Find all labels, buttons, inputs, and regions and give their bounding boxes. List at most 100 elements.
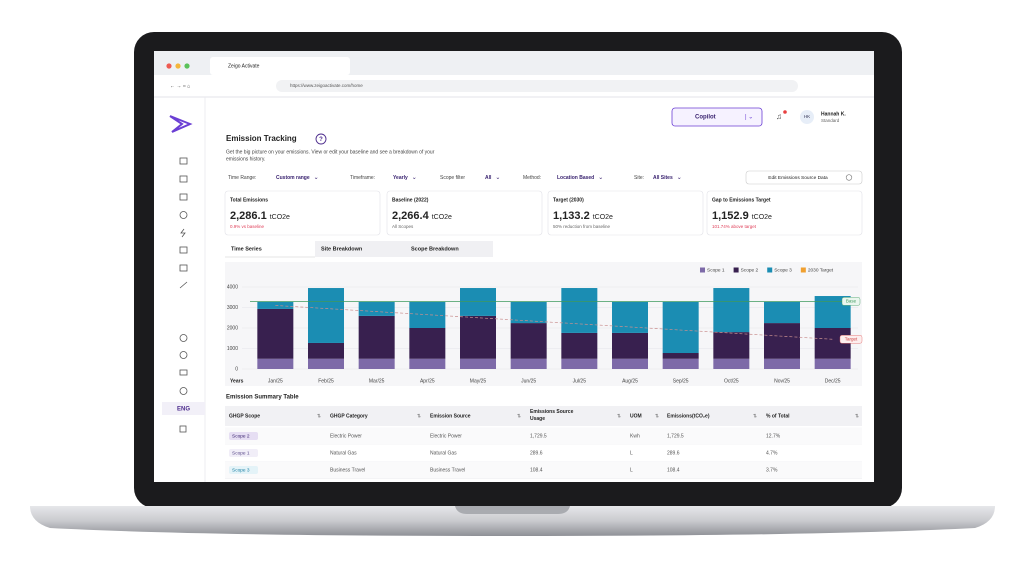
legend-swatch bbox=[767, 267, 773, 273]
bar-segment bbox=[308, 358, 344, 369]
y-tick-label: 0 bbox=[235, 366, 238, 372]
scope-chip bbox=[229, 432, 258, 440]
avatar[interactable] bbox=[800, 110, 814, 124]
column-header[interactable]: Emissions(tCO₂e) bbox=[667, 413, 710, 419]
window-min[interactable] bbox=[175, 63, 181, 69]
kpi-unit: tCO2e bbox=[752, 214, 772, 221]
help-icon[interactable] bbox=[315, 133, 327, 145]
bell-icon[interactable]: ♫ bbox=[776, 112, 782, 121]
bar-segment bbox=[662, 301, 699, 354]
kpi-note: 50% reduction from baseline bbox=[553, 224, 611, 229]
table-cell: Natural Gas bbox=[330, 450, 357, 456]
filter-value[interactable]: All Sites bbox=[653, 175, 673, 181]
table-cell: Business Travel bbox=[330, 467, 365, 473]
column-header[interactable]: GHGP Category bbox=[330, 413, 368, 419]
x-tick-label: Jan/25 bbox=[268, 378, 283, 384]
y-tick-label: 4000 bbox=[227, 284, 238, 290]
bar-segment bbox=[460, 315, 496, 359]
logo[interactable] bbox=[169, 115, 193, 133]
nav-icons[interactable]: ← → ○ ⌂ bbox=[170, 83, 190, 89]
sort-icon[interactable]: ⇅ bbox=[417, 413, 421, 419]
sort-icon[interactable]: ⇅ bbox=[617, 413, 621, 419]
x-tick-label: Nov/25 bbox=[774, 378, 790, 384]
tab[interactable]: Scope Breakdown bbox=[411, 246, 459, 252]
bar-segment bbox=[460, 288, 496, 316]
bar-segment bbox=[308, 288, 344, 343]
bar-segment bbox=[713, 358, 750, 369]
bell-dot bbox=[783, 110, 787, 114]
filter-label: Scope filter bbox=[440, 175, 465, 181]
tab[interactable]: Site Breakdown bbox=[321, 246, 363, 252]
kpi-value: 2,266.4 bbox=[392, 210, 430, 222]
column-header[interactable]: % of Total bbox=[766, 413, 790, 419]
bar-segment bbox=[358, 301, 395, 316]
column-header[interactable]: Emission Source bbox=[430, 413, 471, 419]
copilot-button[interactable] bbox=[671, 107, 763, 127]
language[interactable]: ENG bbox=[177, 407, 190, 413]
bar-segment bbox=[814, 358, 851, 369]
sort-icon[interactable]: ⇅ bbox=[855, 413, 859, 419]
x-axis-label: Years bbox=[230, 378, 244, 384]
table-cell: 108.4 bbox=[530, 467, 543, 473]
window-close[interactable] bbox=[166, 63, 172, 69]
table-cell: L bbox=[630, 467, 633, 473]
y-tick-label: 3000 bbox=[227, 305, 238, 311]
column-header[interactable]: GHGP Scope bbox=[229, 413, 260, 419]
bar-segment bbox=[561, 358, 598, 369]
kpi-unit: tCO2e bbox=[593, 214, 613, 221]
bar-segment bbox=[612, 301, 648, 333]
scope-chip bbox=[229, 466, 258, 474]
table-cell: 3.7% bbox=[766, 467, 778, 473]
kpi-label: Gap to Emissions Target bbox=[712, 197, 771, 203]
x-tick-label: Dec/25 bbox=[825, 378, 841, 384]
filter-value[interactable]: Yearly bbox=[393, 175, 408, 181]
bar-segment bbox=[764, 301, 800, 324]
kpi-card bbox=[547, 190, 704, 236]
filter-caret: ⌄ bbox=[598, 175, 603, 181]
filter-value[interactable]: All bbox=[485, 175, 492, 181]
kpi-value: 2,286.1 bbox=[230, 210, 267, 222]
laptop-base bbox=[30, 506, 995, 536]
table-cell: Electric Power bbox=[330, 433, 362, 439]
x-tick-label: Mar/25 bbox=[369, 378, 385, 384]
x-tick-label: Jun/25 bbox=[521, 378, 536, 384]
user-name: Hannah K. bbox=[821, 111, 846, 117]
kpi-unit: tCO2e bbox=[432, 214, 452, 221]
bar-segment bbox=[257, 308, 294, 359]
tab[interactable]: Time Series bbox=[231, 246, 262, 252]
column-header[interactable]: Emissions Source Usage bbox=[530, 409, 574, 422]
table-cell: Business Travel bbox=[430, 467, 465, 473]
lang-bg bbox=[162, 402, 205, 415]
table-row bbox=[225, 444, 862, 462]
sidebar-icons bbox=[179, 157, 188, 433]
sort-icon[interactable]: ⇅ bbox=[317, 413, 321, 419]
y-tick-label: 1000 bbox=[227, 346, 238, 352]
kpi-label: Baseline (2022) bbox=[392, 197, 429, 203]
column-header[interactable]: UOM bbox=[630, 413, 642, 419]
browser-tab[interactable] bbox=[210, 57, 350, 75]
window-max[interactable] bbox=[184, 63, 190, 69]
bar-segment bbox=[713, 332, 750, 359]
table-header bbox=[225, 406, 862, 426]
table-cell: 289.6 bbox=[530, 450, 543, 456]
table-cell: Electric Power bbox=[430, 433, 462, 439]
filter-value[interactable]: Custom range bbox=[276, 175, 310, 181]
tab-title: Zeigo Activate bbox=[228, 63, 260, 69]
sort-icon[interactable]: ⇅ bbox=[753, 413, 757, 419]
bar-segment bbox=[612, 358, 648, 369]
scope-cell: Scope 2 bbox=[232, 433, 250, 439]
legend-swatch bbox=[733, 267, 739, 273]
address-bar[interactable] bbox=[276, 80, 798, 92]
filter-caret: ⌄ bbox=[412, 175, 417, 181]
filter-label: Time Range: bbox=[228, 175, 256, 181]
sort-icon[interactable]: ⇅ bbox=[655, 413, 659, 419]
edit-button[interactable] bbox=[745, 170, 863, 185]
laptop-notch bbox=[455, 506, 570, 514]
sort-icon[interactable]: ⇅ bbox=[517, 413, 521, 419]
scope-cell: Scope 1 bbox=[232, 450, 250, 456]
bar-segment bbox=[358, 358, 395, 369]
user-role: Standard bbox=[821, 118, 840, 123]
filter-value[interactable]: Location Based bbox=[557, 175, 594, 181]
